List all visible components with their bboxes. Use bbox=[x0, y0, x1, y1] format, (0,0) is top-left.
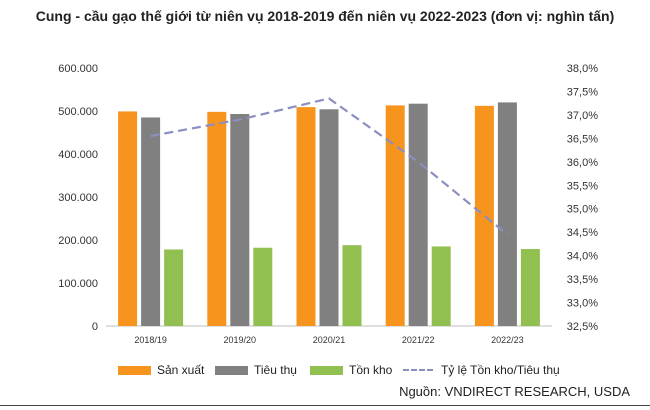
chart-plot: 0 100.000 200.000 300.000 400.000 500.000 600.… bbox=[58, 63, 598, 345]
legend-swatch-ton-kho bbox=[310, 365, 343, 375]
y-right-tick-label: 34,5% bbox=[567, 227, 598, 239]
bar-san-xuat-2020-21 bbox=[296, 107, 316, 326]
legend-swatch-san-xuat bbox=[118, 365, 151, 375]
bar-tieu-thu-2019-20 bbox=[230, 114, 250, 326]
bar-san-xuat-2018-19 bbox=[118, 111, 138, 327]
bar-san-xuat-2021-22 bbox=[385, 105, 405, 326]
bar-tieu-thu-2022-23 bbox=[497, 102, 517, 327]
y-right-tick-label: 35,0% bbox=[567, 204, 598, 216]
bottom-divider bbox=[0, 405, 650, 406]
legend-item-san-xuat: Sản xuất bbox=[118, 363, 204, 377]
y-right-tick-label: 36,0% bbox=[567, 157, 598, 169]
legend-label-ton-kho: Tồn kho bbox=[349, 363, 393, 377]
chart-legend: Sản xuất Tiêu thụ Tồn kho Tỷ lệ Tồn kho/… bbox=[0, 363, 650, 381]
y-right-tick-label: 37,0% bbox=[567, 110, 598, 122]
bar-ton-kho-2019-20 bbox=[253, 247, 273, 326]
bar-san-xuat-2019-20 bbox=[207, 111, 227, 326]
legend-label-tieu-thu: Tiêu thụ bbox=[254, 363, 297, 377]
bar-tieu-thu-2021-22 bbox=[408, 103, 428, 326]
legend-item-tieu-thu: Tiêu thụ bbox=[215, 363, 297, 377]
y-right-tick-label: 35,5% bbox=[567, 180, 598, 192]
y-right-tick-label: 34,0% bbox=[567, 251, 598, 263]
y-right-tick-label: 36,5% bbox=[567, 133, 598, 145]
y-left-tick-label: 500.000 bbox=[58, 106, 98, 118]
bar-ton-kho-2021-22 bbox=[431, 246, 451, 326]
legend-item-ty-le: Tỷ lệ Tồn kho/Tiêu thụ bbox=[403, 363, 560, 377]
y-left-tick-label: 300.000 bbox=[58, 192, 98, 204]
legend-label-san-xuat: Sản xuất bbox=[157, 363, 205, 377]
x-tick-label: 2022/23 bbox=[491, 335, 524, 345]
legend-swatch-tieu-thu bbox=[215, 365, 248, 375]
y-left-tick-label: 0 bbox=[92, 321, 98, 333]
x-tick-label: 2021/22 bbox=[402, 335, 435, 345]
y-left-tick-label: 100.000 bbox=[58, 278, 98, 290]
x-tick-label: 2019/20 bbox=[224, 335, 257, 345]
y-right-tick-label: 38,0% bbox=[567, 63, 598, 75]
bar-ton-kho-2022-23 bbox=[520, 249, 540, 326]
source-note: Nguồn: VNDIRECT RESEARCH, USDA bbox=[399, 384, 630, 399]
chart-title: Cung - cầu gạo thế giới từ niên vụ 2018-… bbox=[35, 8, 615, 24]
y-right-tick-label: 33,5% bbox=[567, 274, 598, 286]
bar-tieu-thu-2018-19 bbox=[141, 117, 161, 326]
y-left-tick-label: 400.000 bbox=[58, 149, 98, 161]
bar-ton-kho-2018-19 bbox=[164, 249, 184, 326]
legend-item-ton-kho: Tồn kho bbox=[310, 363, 392, 377]
legend-label-ty-le: Tỷ lệ Tồn kho/Tiêu thụ bbox=[441, 363, 560, 377]
y-left-tick-label: 600.000 bbox=[58, 63, 98, 75]
y-right-tick-label: 32,5% bbox=[567, 321, 598, 333]
y-left-tick-label: 200.000 bbox=[58, 235, 98, 247]
bar-san-xuat-2022-23 bbox=[474, 105, 494, 326]
x-tick-label: 2018/19 bbox=[134, 335, 167, 345]
bar-tieu-thu-2020-21 bbox=[319, 109, 339, 326]
x-tick-label: 2020/21 bbox=[313, 335, 346, 345]
y-right-tick-label: 37,5% bbox=[567, 86, 598, 98]
legend-line-ty-le bbox=[403, 369, 433, 371]
bar-ton-kho-2020-21 bbox=[342, 245, 362, 326]
y-right-tick-label: 33,0% bbox=[567, 298, 598, 310]
